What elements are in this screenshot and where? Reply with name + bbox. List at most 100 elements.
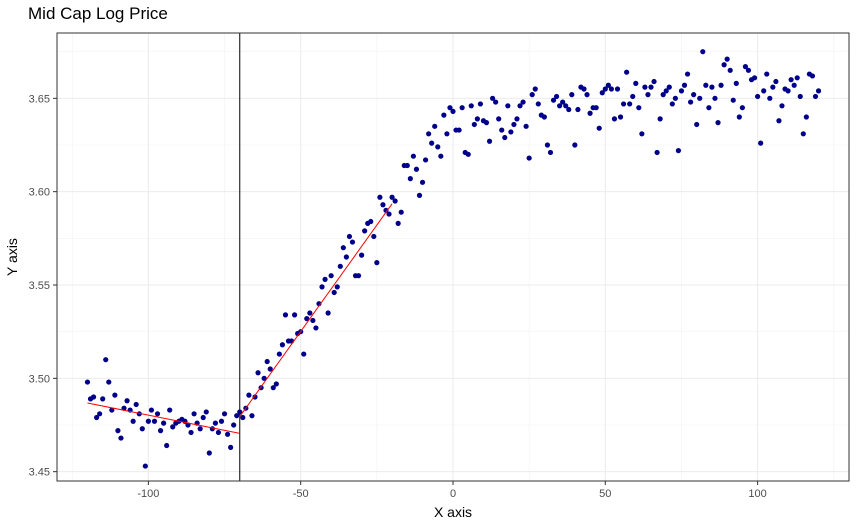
data-point [124,398,130,404]
data-point [660,92,666,98]
data-point [203,409,209,415]
data-point [490,95,496,101]
data-point [733,80,739,86]
data-point [742,64,749,70]
data-point [142,463,148,469]
data-point [593,105,599,111]
data-point [157,428,164,434]
data-point [712,95,718,101]
data-point [511,121,517,128]
data-point [812,93,819,100]
data-point [84,379,91,385]
y-tick-label: 3.45 [29,467,50,479]
data-point [337,263,343,269]
data-point [642,84,648,90]
data-point [669,101,675,107]
data-point [764,71,770,77]
data-point [139,426,145,432]
data-point [791,82,797,88]
data-point [115,428,121,434]
data-point [517,103,523,109]
data-point [648,84,654,90]
data-point [688,99,694,105]
data-point [112,392,118,398]
data-point [322,276,328,282]
data-point [240,414,246,421]
data-point [301,351,307,357]
x-axis-title: X axis [434,504,472,520]
data-point [755,93,761,100]
x-tick-label: 100 [748,488,766,500]
data-point [279,342,286,348]
data-point [215,429,222,436]
x-tick-label: 50 [599,488,611,500]
data-point [557,103,563,109]
data-point [118,435,124,441]
data-point [325,310,331,316]
data-point [800,131,806,137]
y-tick-label: 3.60 [29,187,50,199]
data-point [161,420,167,426]
data-point [109,407,115,413]
data-point [602,86,608,92]
data-point [419,179,426,185]
data-point [681,82,688,88]
data-point [477,101,484,107]
data-point [794,75,800,81]
data-point [407,176,413,182]
data-point [374,260,380,266]
data-point [416,192,423,198]
data-point [639,131,645,137]
data-point [133,401,139,408]
data-point [237,409,243,415]
data-point [468,103,474,109]
data-point [581,86,587,92]
data-point [292,312,298,318]
data-point [715,120,721,126]
data-point [550,97,557,103]
data-point [785,88,791,94]
data-point [605,82,611,88]
data-point [432,123,438,129]
data-point [355,273,362,279]
data-point [106,379,112,385]
data-point [620,101,627,107]
data-point [703,82,709,88]
data-point [444,131,450,137]
data-point [97,411,103,417]
data-point [535,101,541,107]
data-point [471,121,477,128]
data-point [331,289,337,296]
data-point [751,75,758,81]
data-point [529,92,535,98]
data-point [700,49,706,55]
data-point [572,142,578,148]
data-point [386,211,392,217]
x-tick-label: -50 [293,488,309,500]
data-point [797,93,803,100]
data-point [657,116,663,122]
data-point [206,450,212,456]
data-point [584,92,590,98]
data-point [151,418,158,424]
data-point [544,142,551,148]
data-point [410,153,416,159]
data-point [164,442,170,449]
data-point [246,392,252,398]
data-point [191,411,197,417]
data-point [508,129,514,135]
data-point [587,110,593,116]
data-point [718,82,724,88]
data-point [154,411,161,417]
data-point [368,218,374,225]
data-point [709,84,715,90]
data-point [596,125,602,131]
data-point [697,95,703,101]
x-axis-ticks: -100 -50 0 50 100 [137,481,767,500]
data-point [520,99,526,105]
data-point [218,418,225,424]
data-point [267,366,273,372]
data-point [228,444,234,450]
points-layer [84,49,822,469]
